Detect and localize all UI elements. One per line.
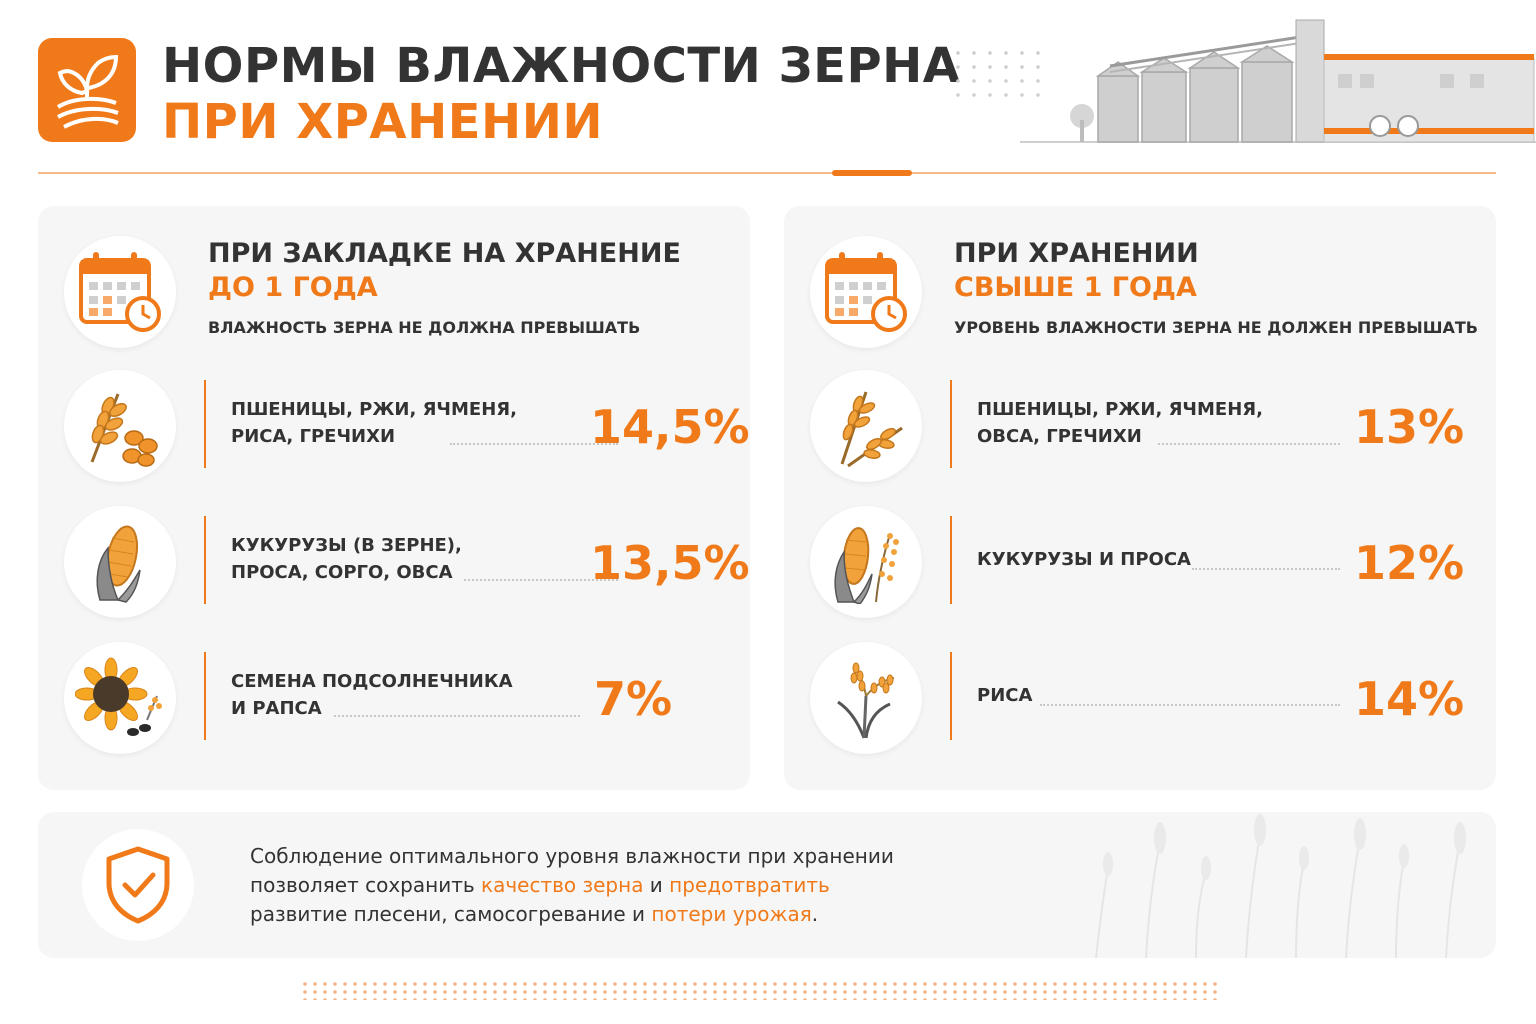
row-divider bbox=[950, 516, 952, 604]
crop-label-line-1: СЕМЕНА ПОДСОЛНЕЧНИКА bbox=[231, 671, 513, 692]
crop-label-line-1: КУКУРУЗЫ (В ЗЕРНЕ), bbox=[231, 535, 462, 556]
banner-line-1: Соблюдение оптимального уровня влажности… bbox=[250, 844, 894, 868]
crop-label-line-1: ПШЕНИЦЫ, РЖИ, ЯЧМЕНЯ, bbox=[231, 399, 517, 420]
corn-icon bbox=[96, 525, 141, 603]
list-item: КУКУРУЗЫ И ПРОСА 12% bbox=[784, 506, 1496, 636]
panel-heading-title: ПРИ ЗАКЛАДКЕ НА ХРАНЕНИЕ bbox=[208, 238, 681, 269]
decorative-dots-bottom bbox=[300, 980, 1220, 1000]
panel-heading-accent: СВЫШЕ 1 ГОДА bbox=[954, 272, 1197, 303]
calendar-clock-icon bbox=[79, 252, 161, 332]
calendar-clock-icon-circle bbox=[64, 236, 176, 348]
grain-elevator-illustration bbox=[1020, 19, 1536, 143]
dotted-leader bbox=[450, 443, 618, 445]
list-item: ПШЕНИЦЫ, РЖИ, ЯЧМЕНЯ, РИСА, ГРЕЧИХИ 14,5… bbox=[38, 370, 750, 500]
moisture-value: 14% bbox=[1354, 672, 1465, 726]
row-divider bbox=[950, 652, 952, 740]
panel-subheading: УРОВЕНЬ ВЛАЖНОСТИ ЗЕРНА НЕ ДОЛЖЕН ПРЕВЫШ… bbox=[954, 318, 1478, 337]
corn-millet-icon-circle bbox=[810, 506, 922, 618]
panel-over-1-year: ПРИ ХРАНЕНИИ СВЫШЕ 1 ГОДА УРОВЕНЬ ВЛАЖНО… bbox=[784, 206, 1496, 790]
crop-label-line-2: РИСА, ГРЕЧИХИ bbox=[231, 426, 396, 447]
panel-heading: ПРИ ЗАКЛАДКЕ НА ХРАНЕНИЕ ДО 1 ГОДА ВЛАЖН… bbox=[208, 238, 681, 337]
crop-label: КУКУРУЗЫ И ПРОСА bbox=[977, 549, 1191, 570]
crop-label-line-2: ПРОСА, СОРГО, ОВСА bbox=[231, 562, 453, 583]
sunflower-icon bbox=[75, 657, 162, 736]
banner-line-3: развитие плесени, самосогревание и потер… bbox=[250, 900, 894, 929]
shield-icon-circle bbox=[82, 829, 194, 941]
panel-heading-title: ПРИ ХРАНЕНИИ bbox=[954, 238, 1199, 269]
moisture-value: 7% bbox=[594, 672, 673, 726]
list-item: СЕМЕНА ПОДСОЛНЕЧНИКА И РАПСА 7% bbox=[38, 642, 750, 772]
highlight-crop-loss: потери урожая bbox=[651, 902, 812, 926]
calendar-clock-icon bbox=[825, 252, 907, 332]
sunflower-icon-circle bbox=[64, 642, 176, 754]
title-line-1: НОРМЫ ВЛАЖНОСТИ ЗЕРНА bbox=[162, 38, 961, 94]
shield-check-icon bbox=[106, 846, 170, 924]
header-divider bbox=[38, 172, 1496, 174]
sprout-field-icon bbox=[56, 54, 119, 129]
banner-line-2: позволяет сохранить качество зерна и пре… bbox=[250, 871, 894, 900]
rice-icon bbox=[837, 662, 895, 739]
moisture-value: 12% bbox=[1354, 536, 1465, 590]
dotted-leader bbox=[334, 715, 580, 717]
wheat-grains-icon-circle bbox=[64, 370, 176, 482]
moisture-value: 13,5% bbox=[590, 536, 750, 590]
moisture-value: 14,5% bbox=[590, 400, 750, 454]
title-line-2: ПРИ ХРАНЕНИИ bbox=[162, 94, 604, 150]
crop-label-line-2: И РАПСА bbox=[231, 698, 322, 719]
list-item: КУКУРУЗЫ (В ЗЕРНЕ), ПРОСА, СОРГО, ОВСА 1… bbox=[38, 506, 750, 636]
corn-icon-circle bbox=[64, 506, 176, 618]
corn-millet-icon bbox=[834, 527, 899, 604]
brand-logo bbox=[38, 38, 136, 142]
wheat-ears-icon bbox=[840, 391, 903, 468]
banner-text: Соблюдение оптимального уровня влажности… bbox=[250, 842, 894, 929]
info-banner: Соблюдение оптимального уровня влажности… bbox=[38, 812, 1496, 958]
header-divider-accent bbox=[832, 170, 912, 176]
crop-label-line-1: ПШЕНИЦЫ, РЖИ, ЯЧМЕНЯ, bbox=[977, 399, 1263, 420]
crop-label: РИСА bbox=[977, 685, 1033, 706]
dotted-leader bbox=[1192, 568, 1340, 570]
dotted-leader bbox=[1040, 704, 1340, 706]
wheat-ears-icon-circle bbox=[810, 370, 922, 482]
row-divider bbox=[204, 652, 206, 740]
panel-heading: ПРИ ХРАНЕНИИ СВЫШЕ 1 ГОДА УРОВЕНЬ ВЛАЖНО… bbox=[954, 238, 1478, 337]
wheat-field-background bbox=[1095, 814, 1466, 958]
wheat-grains-icon bbox=[90, 393, 158, 467]
dotted-leader bbox=[464, 579, 618, 581]
decorative-dots bbox=[950, 46, 1040, 106]
page-title: НОРМЫ ВЛАЖНОСТИ ЗЕРНА ПРИ ХРАНЕНИИ bbox=[162, 38, 960, 150]
panel-heading-accent: ДО 1 ГОДА bbox=[208, 272, 378, 303]
row-divider bbox=[204, 380, 206, 468]
row-divider bbox=[950, 380, 952, 468]
row-divider bbox=[204, 516, 206, 604]
calendar-clock-icon-circle bbox=[810, 236, 922, 348]
banner-text-part: позволяет сохранить bbox=[250, 873, 481, 897]
crop-label-line-2: ОВСА, ГРЕЧИХИ bbox=[977, 426, 1142, 447]
moisture-value: 13% bbox=[1354, 400, 1465, 454]
banner-text-part: развитие плесени, самосогревание и bbox=[250, 902, 652, 926]
list-item: ПШЕНИЦЫ, РЖИ, ЯЧМЕНЯ, ОВСА, ГРЕЧИХИ 13% bbox=[784, 370, 1496, 500]
rice-icon-circle bbox=[810, 642, 922, 754]
banner-text-part: и bbox=[643, 873, 670, 897]
dotted-leader bbox=[1158, 443, 1340, 445]
panel-subheading: ВЛАЖНОСТЬ ЗЕРНА НЕ ДОЛЖНА ПРЕВЫШАТЬ bbox=[208, 318, 641, 337]
panel-up-to-1-year: ПРИ ЗАКЛАДКЕ НА ХРАНЕНИЕ ДО 1 ГОДА ВЛАЖН… bbox=[38, 206, 750, 790]
list-item: РИСА 14% bbox=[784, 642, 1496, 772]
highlight-grain-quality: качество зерна bbox=[481, 873, 644, 897]
highlight-prevent: предотвратить bbox=[669, 873, 830, 897]
banner-text-part: . bbox=[811, 902, 819, 926]
